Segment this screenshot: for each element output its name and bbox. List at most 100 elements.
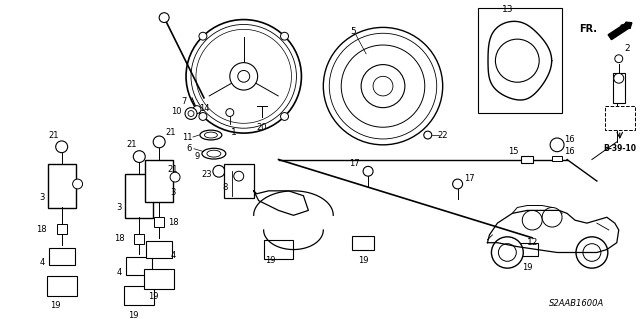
Text: 17: 17 — [464, 174, 475, 182]
Bar — [125, 174, 153, 218]
Circle shape — [373, 76, 393, 96]
Text: 4: 4 — [170, 251, 176, 260]
Circle shape — [199, 32, 207, 40]
Text: 17: 17 — [349, 159, 360, 168]
Circle shape — [150, 189, 160, 199]
Bar — [612, 73, 625, 103]
Circle shape — [56, 141, 68, 153]
Bar — [57, 224, 67, 234]
Text: 21: 21 — [126, 140, 136, 149]
Text: 22: 22 — [437, 130, 448, 139]
Circle shape — [522, 211, 542, 230]
Circle shape — [452, 179, 463, 189]
Text: 19: 19 — [148, 292, 159, 301]
Text: 16: 16 — [564, 147, 574, 156]
Bar — [134, 234, 144, 244]
Circle shape — [237, 70, 250, 82]
Circle shape — [550, 138, 564, 152]
Text: 21: 21 — [168, 165, 179, 174]
Text: 19: 19 — [51, 301, 61, 310]
Circle shape — [280, 113, 289, 120]
Bar — [124, 286, 154, 305]
Circle shape — [153, 136, 165, 148]
Bar — [264, 240, 294, 259]
Bar — [154, 217, 164, 227]
Text: 12: 12 — [527, 238, 538, 247]
Bar — [352, 236, 374, 249]
Bar — [49, 248, 75, 265]
Ellipse shape — [207, 150, 221, 157]
Text: 19: 19 — [266, 256, 276, 265]
Circle shape — [323, 27, 443, 145]
Circle shape — [191, 25, 296, 128]
Text: S2AAB1600A: S2AAB1600A — [549, 299, 605, 308]
Circle shape — [226, 109, 234, 116]
Text: 20: 20 — [257, 123, 267, 132]
Ellipse shape — [204, 132, 218, 138]
Text: 15: 15 — [508, 147, 518, 156]
Text: 14: 14 — [198, 104, 209, 113]
Circle shape — [615, 55, 623, 63]
Circle shape — [72, 179, 83, 189]
FancyArrow shape — [608, 22, 632, 40]
Bar — [477, 8, 562, 113]
Bar — [521, 156, 533, 163]
Text: 2: 2 — [624, 44, 630, 54]
Circle shape — [193, 106, 201, 114]
Text: 3: 3 — [39, 193, 44, 202]
Ellipse shape — [202, 148, 226, 159]
Circle shape — [576, 237, 608, 268]
Circle shape — [159, 13, 169, 23]
Text: 4: 4 — [39, 258, 44, 267]
Circle shape — [230, 63, 258, 90]
Ellipse shape — [200, 130, 222, 140]
Bar — [552, 156, 562, 161]
Bar — [224, 164, 253, 198]
Text: 18: 18 — [168, 218, 179, 227]
Text: 8: 8 — [222, 183, 227, 192]
Text: 4: 4 — [116, 268, 122, 277]
Bar — [146, 241, 172, 258]
Text: 6: 6 — [186, 144, 192, 153]
Text: 21: 21 — [49, 130, 59, 139]
Text: 18: 18 — [114, 234, 125, 243]
Circle shape — [614, 73, 624, 83]
Text: 3: 3 — [170, 188, 176, 197]
Text: FR.: FR. — [579, 24, 597, 34]
Text: 19: 19 — [358, 256, 369, 265]
Text: 1: 1 — [231, 128, 237, 137]
Circle shape — [188, 111, 194, 116]
Circle shape — [341, 45, 425, 127]
Circle shape — [185, 108, 197, 119]
Text: 18: 18 — [36, 225, 47, 234]
Circle shape — [542, 207, 562, 227]
Text: 7: 7 — [181, 97, 187, 106]
Text: 11: 11 — [182, 132, 192, 142]
Circle shape — [170, 172, 180, 182]
Text: 23: 23 — [202, 170, 212, 179]
Circle shape — [196, 29, 291, 123]
Circle shape — [213, 165, 225, 177]
Circle shape — [363, 167, 373, 176]
Text: 21: 21 — [166, 128, 177, 137]
Text: 9: 9 — [195, 152, 200, 161]
Bar — [516, 243, 538, 256]
Circle shape — [330, 33, 436, 139]
Text: 16: 16 — [564, 136, 574, 145]
Circle shape — [186, 19, 301, 133]
Circle shape — [234, 171, 244, 181]
Circle shape — [499, 244, 516, 261]
Text: 5: 5 — [350, 27, 356, 36]
Text: 13: 13 — [502, 5, 513, 14]
Circle shape — [280, 32, 289, 40]
Circle shape — [424, 131, 432, 139]
Text: 10: 10 — [171, 107, 181, 116]
Bar — [144, 269, 174, 289]
Bar — [47, 276, 77, 295]
Circle shape — [133, 151, 145, 162]
Bar — [605, 106, 635, 130]
Circle shape — [361, 64, 405, 108]
Text: 19: 19 — [128, 311, 138, 319]
Circle shape — [495, 39, 539, 82]
Bar — [48, 164, 76, 208]
